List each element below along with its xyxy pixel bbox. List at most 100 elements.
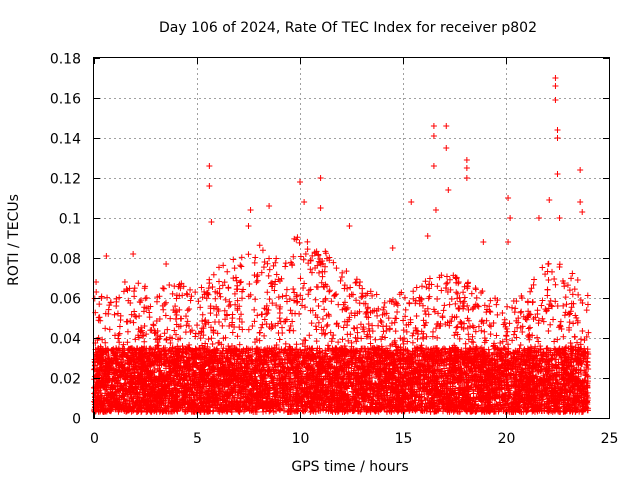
data-point	[272, 259, 279, 266]
data-point	[335, 339, 342, 346]
data-point	[510, 331, 517, 338]
data-point	[209, 284, 216, 291]
data-point	[199, 311, 206, 318]
data-point	[187, 286, 194, 293]
data-point	[143, 294, 150, 301]
data-point	[559, 277, 566, 284]
data-point	[116, 339, 123, 346]
data-point	[224, 268, 231, 275]
data-point	[124, 339, 131, 346]
data-point	[562, 309, 569, 316]
data-point	[222, 316, 229, 323]
data-point	[388, 320, 395, 327]
data-point	[353, 338, 360, 345]
data-point	[192, 289, 199, 296]
data-point	[162, 299, 169, 306]
data-point	[413, 312, 420, 319]
data-point	[297, 275, 304, 282]
data-point	[312, 323, 319, 330]
data-point	[184, 318, 191, 325]
data-point	[525, 325, 532, 332]
data-point	[579, 300, 586, 307]
data-point	[260, 264, 267, 271]
data-point	[410, 288, 417, 295]
data-point	[270, 262, 277, 269]
data-point	[265, 272, 272, 279]
data-point	[133, 313, 140, 320]
data-point	[335, 301, 342, 308]
data-point	[220, 262, 227, 269]
data-point	[236, 324, 243, 331]
data-point	[167, 315, 174, 322]
data-point	[304, 246, 311, 253]
data-point	[259, 321, 266, 328]
data-point	[217, 293, 224, 300]
data-point	[472, 286, 479, 293]
data-point	[222, 296, 229, 303]
data-point	[267, 280, 274, 287]
data-point	[380, 304, 387, 311]
data-point	[160, 285, 167, 292]
data-point	[327, 329, 334, 336]
data-point	[350, 325, 357, 332]
data-point	[153, 317, 160, 324]
data-point	[308, 320, 315, 327]
data-point	[369, 322, 376, 329]
data-point	[372, 336, 379, 343]
data-point	[256, 337, 263, 344]
data-point	[301, 280, 308, 287]
data-point	[348, 310, 355, 317]
data-point	[287, 323, 294, 330]
data-point	[273, 302, 280, 309]
data-point	[468, 338, 475, 345]
data-point	[234, 297, 241, 304]
data-point	[207, 303, 214, 310]
data-point	[236, 315, 243, 322]
data-point	[169, 290, 176, 297]
data-point	[534, 307, 541, 314]
data-point	[254, 312, 261, 319]
data-point	[173, 321, 180, 328]
data-point	[409, 339, 416, 346]
data-point	[236, 341, 243, 348]
data-point	[380, 306, 387, 313]
data-point	[529, 332, 536, 339]
data-point	[231, 265, 238, 272]
data-point	[579, 327, 586, 334]
data-point	[454, 290, 461, 297]
data-point	[497, 339, 504, 346]
data-point	[245, 251, 252, 258]
data-point	[410, 330, 417, 337]
data-point	[231, 382, 238, 389]
data-point	[438, 287, 445, 294]
data-point	[563, 301, 570, 308]
data-point	[350, 291, 357, 298]
data-point	[259, 247, 266, 254]
data-point	[468, 290, 475, 297]
chart-title: Day 106 of 2024, Rate Of TEC Index for r…	[159, 20, 537, 36]
data-point	[166, 281, 173, 288]
data-point	[354, 329, 361, 336]
data-point	[328, 298, 335, 305]
data-point	[575, 362, 582, 369]
data-point	[511, 328, 518, 335]
data-point	[473, 294, 480, 301]
data-point	[379, 333, 386, 340]
data-point	[434, 296, 441, 303]
data-point	[517, 309, 524, 316]
data-point	[578, 336, 585, 343]
data-point	[313, 338, 320, 345]
data-point	[313, 326, 320, 333]
data-point	[527, 344, 534, 351]
data-point	[300, 256, 307, 263]
data-point	[504, 328, 511, 335]
data-point	[96, 301, 103, 308]
data-point	[374, 312, 381, 319]
data-point	[116, 323, 123, 330]
data-point	[499, 310, 506, 317]
data-point	[418, 296, 425, 303]
data-point	[199, 345, 206, 352]
data-point	[423, 284, 430, 291]
data-point	[440, 307, 447, 314]
data-point	[487, 297, 494, 304]
